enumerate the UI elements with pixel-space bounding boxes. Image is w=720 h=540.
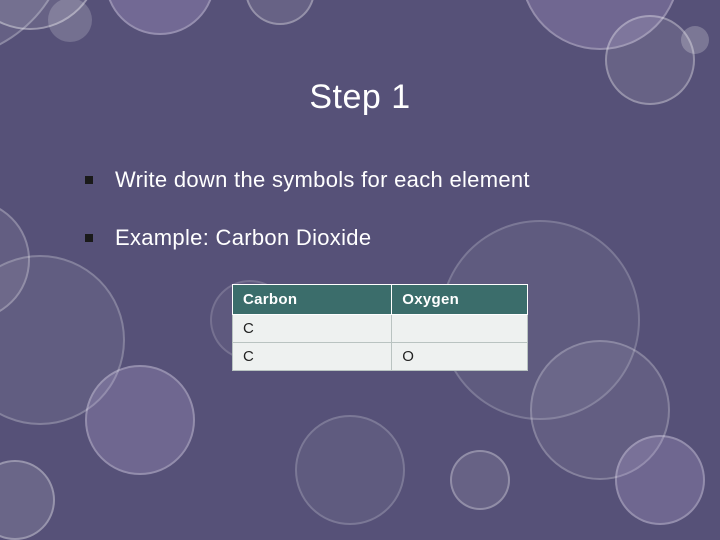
table-header-cell: Carbon [233, 285, 392, 315]
table-row: C [233, 315, 528, 343]
bokeh-circle [85, 365, 195, 475]
table-cell [392, 315, 528, 343]
table-cell: O [392, 343, 528, 371]
bokeh-circle [0, 255, 125, 425]
bokeh-circle [0, 0, 70, 60]
bokeh-circle [615, 435, 705, 525]
slide: Step 1 Write down the symbols for each e… [0, 0, 720, 540]
table-header-cell: Oxygen [392, 285, 528, 315]
bokeh-circle [0, 200, 30, 320]
bokeh-circle [0, 460, 55, 540]
bullet-list: Write down the symbols for each element … [85, 165, 660, 280]
bokeh-circle [530, 340, 670, 480]
bokeh-circle [295, 415, 405, 525]
table-header-row: Carbon Oxygen [233, 285, 528, 315]
slide-title: Step 1 [0, 78, 720, 117]
bokeh-circle [520, 0, 680, 50]
bokeh-circle [245, 0, 315, 25]
bullet-text: Example: Carbon Dioxide [115, 223, 371, 253]
bullet-marker-icon [85, 176, 93, 184]
bokeh-circle [0, 0, 100, 30]
bokeh-circle [450, 450, 510, 510]
bullet-item: Example: Carbon Dioxide [85, 223, 660, 253]
table-cell: C [233, 343, 392, 371]
bokeh-circle [48, 0, 92, 42]
element-symbols-table: Carbon Oxygen C C O [232, 284, 528, 371]
bullet-marker-icon [85, 234, 93, 242]
bokeh-circle [681, 26, 709, 54]
table-row: C O [233, 343, 528, 371]
bullet-text: Write down the symbols for each element [115, 165, 530, 195]
table-cell: C [233, 315, 392, 343]
bullet-item: Write down the symbols for each element [85, 165, 660, 195]
bokeh-circle [105, 0, 215, 35]
